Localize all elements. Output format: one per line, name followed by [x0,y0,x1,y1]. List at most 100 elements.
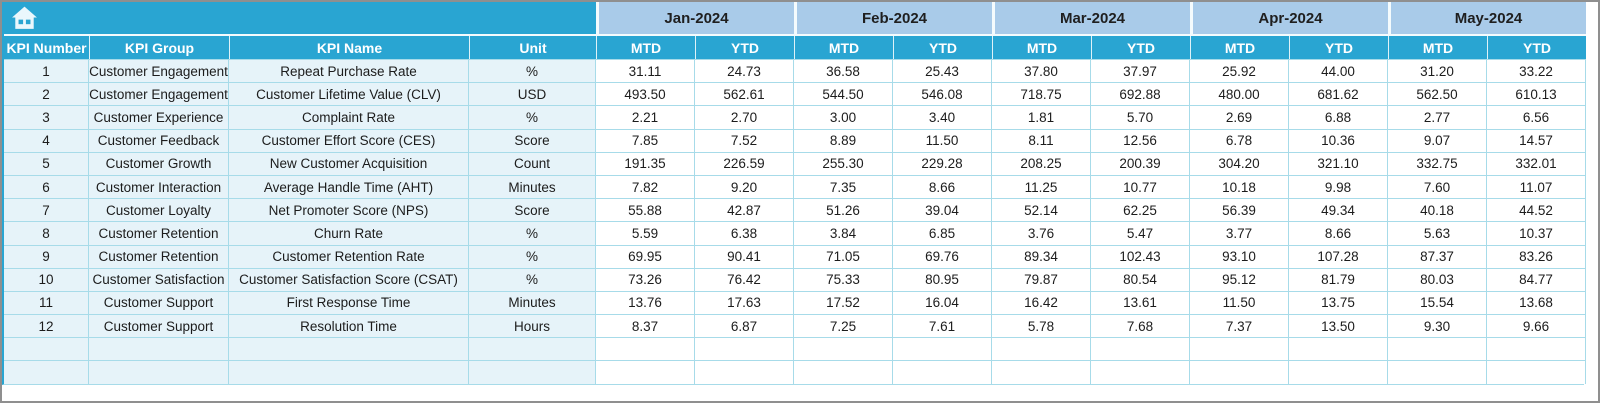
home-button[interactable] [9,4,39,32]
cell-value[interactable]: 8.89 [794,128,893,152]
cell-value[interactable]: 80.54 [1091,267,1190,291]
cell-value[interactable]: 7.60 [1388,174,1487,199]
cell-value[interactable]: 7.25 [794,314,893,338]
empty-cell[interactable] [1388,337,1487,361]
cell-value[interactable]: 229.28 [893,151,992,175]
cell-kpi-number[interactable]: 3 [4,105,89,129]
cell-kpi-name[interactable]: Complaint Rate [229,105,469,129]
empty-cell[interactable] [596,337,695,361]
cell-value[interactable]: 17.63 [695,290,794,315]
empty-cell[interactable] [1487,337,1586,361]
cell-value[interactable]: 42.87 [695,198,794,222]
cell-kpi-number[interactable]: 5 [4,151,89,175]
cell-value[interactable]: 321.10 [1289,151,1388,175]
cell-kpi-group[interactable]: Customer Feedback [89,128,229,152]
cell-value[interactable]: 200.39 [1091,151,1190,175]
cell-value[interactable]: 480.00 [1190,82,1289,106]
empty-cell[interactable] [1388,360,1487,384]
empty-cell[interactable] [89,360,229,384]
cell-value[interactable]: 7.68 [1091,314,1190,338]
empty-cell[interactable] [229,360,469,384]
cell-value[interactable]: 15.54 [1388,290,1487,315]
empty-cell[interactable] [1190,360,1289,384]
cell-value[interactable]: 7.52 [695,128,794,152]
cell-value[interactable]: 36.58 [794,59,893,83]
cell-unit[interactable]: % [469,105,596,129]
cell-kpi-name[interactable]: Churn Rate [229,221,469,245]
cell-value[interactable]: 332.01 [1487,151,1586,175]
cell-value[interactable]: 2.77 [1388,105,1487,129]
empty-cell[interactable] [1190,337,1289,361]
cell-value[interactable]: 13.61 [1091,290,1190,315]
cell-kpi-name[interactable]: Average Handle Time (AHT) [229,174,469,199]
cell-value[interactable]: 33.22 [1487,59,1586,83]
cell-kpi-name[interactable]: First Response Time [229,290,469,315]
cell-value[interactable]: 3.77 [1190,221,1289,245]
empty-cell[interactable] [229,337,469,361]
cell-kpi-group[interactable]: Customer Support [89,314,229,338]
cell-value[interactable]: 6.88 [1289,105,1388,129]
cell-value[interactable]: 11.50 [1190,290,1289,315]
cell-value[interactable]: 10.18 [1190,174,1289,199]
cell-value[interactable]: 73.26 [596,267,695,291]
cell-value[interactable]: 13.75 [1289,290,1388,315]
cell-value[interactable]: 8.66 [1289,221,1388,245]
cell-value[interactable]: 3.84 [794,221,893,245]
cell-unit[interactable]: % [469,59,596,83]
cell-unit[interactable]: % [469,267,596,291]
cell-value[interactable]: 3.76 [992,221,1091,245]
cell-kpi-group[interactable]: Customer Engagement [89,59,229,83]
empty-cell[interactable] [469,337,596,361]
cell-value[interactable]: 226.59 [695,151,794,175]
cell-value[interactable]: 69.76 [893,244,992,268]
cell-value[interactable]: 95.12 [1190,267,1289,291]
cell-value[interactable]: 5.47 [1091,221,1190,245]
cell-kpi-name[interactable]: Resolution Time [229,314,469,338]
empty-cell[interactable] [89,337,229,361]
cell-unit[interactable]: Score [469,198,596,222]
empty-cell[interactable] [1091,360,1190,384]
cell-kpi-group[interactable]: Customer Retention [89,221,229,245]
cell-value[interactable]: 10.37 [1487,221,1586,245]
cell-value[interactable]: 11.07 [1487,174,1586,199]
cell-value[interactable]: 692.88 [1091,82,1190,106]
cell-value[interactable]: 9.66 [1487,314,1586,338]
cell-value[interactable]: 7.35 [794,174,893,199]
cell-value[interactable]: 3.40 [893,105,992,129]
cell-value[interactable]: 55.88 [596,198,695,222]
cell-kpi-number[interactable]: 12 [4,314,89,338]
cell-kpi-name[interactable]: Customer Satisfaction Score (CSAT) [229,267,469,291]
empty-cell[interactable] [992,360,1091,384]
cell-value[interactable]: 255.30 [794,151,893,175]
empty-cell[interactable] [695,337,794,361]
empty-cell[interactable] [794,337,893,361]
cell-value[interactable]: 6.38 [695,221,794,245]
cell-value[interactable]: 10.36 [1289,128,1388,152]
cell-value[interactable]: 718.75 [992,82,1091,106]
cell-kpi-name[interactable]: New Customer Acquisition [229,151,469,175]
cell-value[interactable]: 52.14 [992,198,1091,222]
cell-kpi-number[interactable]: 9 [4,244,89,268]
cell-unit[interactable]: % [469,221,596,245]
empty-cell[interactable] [794,360,893,384]
cell-kpi-number[interactable]: 4 [4,128,89,152]
cell-value[interactable]: 6.87 [695,314,794,338]
empty-cell[interactable] [695,360,794,384]
cell-value[interactable]: 5.63 [1388,221,1487,245]
cell-kpi-name[interactable]: Customer Retention Rate [229,244,469,268]
cell-value[interactable]: 332.75 [1388,151,1487,175]
cell-value[interactable]: 44.00 [1289,59,1388,83]
cell-value[interactable]: 9.20 [695,174,794,199]
cell-value[interactable]: 107.28 [1289,244,1388,268]
cell-value[interactable]: 6.56 [1487,105,1586,129]
cell-value[interactable]: 83.26 [1487,244,1586,268]
cell-value[interactable]: 31.11 [596,59,695,83]
cell-value[interactable]: 14.57 [1487,128,1586,152]
cell-value[interactable]: 93.10 [1190,244,1289,268]
cell-value[interactable]: 76.42 [695,267,794,291]
cell-unit[interactable]: Hours [469,314,596,338]
cell-value[interactable]: 40.18 [1388,198,1487,222]
cell-kpi-number[interactable]: 2 [4,82,89,106]
cell-value[interactable]: 191.35 [596,151,695,175]
cell-value[interactable]: 16.04 [893,290,992,315]
